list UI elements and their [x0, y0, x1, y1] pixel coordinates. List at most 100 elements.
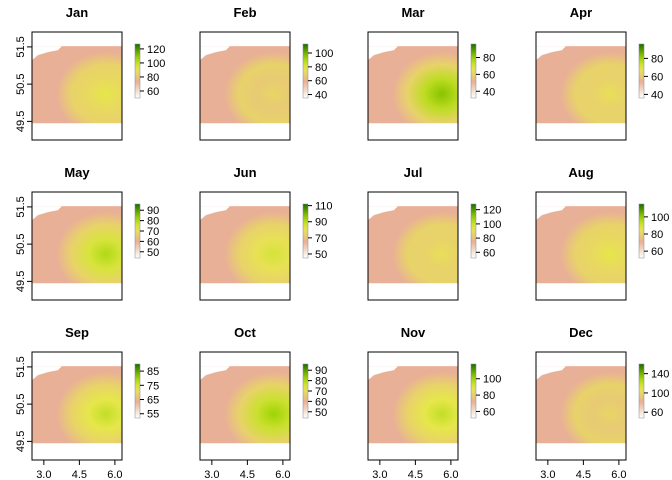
legend-tick-label: 50 [315, 407, 327, 419]
legend-tick-label: 60 [483, 406, 495, 418]
legend-colorbar [302, 203, 309, 259]
y-tick-label: 49.5 [15, 271, 27, 292]
raster-field [200, 206, 290, 284]
panel-title: Jul [404, 165, 423, 180]
panel-feb: Feb 40 60 80 100 [199, 5, 333, 141]
coastline-mask [368, 366, 398, 381]
legend-tick-label: 55 [147, 409, 159, 421]
plot-frame [535, 191, 627, 301]
legend-tick-label: 60 [147, 86, 159, 98]
x-tick-label: 6.0 [611, 469, 626, 480]
legend-tick-label: 50 [147, 247, 159, 259]
legend-tick-label: 40 [483, 86, 495, 98]
coastline-mask [200, 206, 230, 221]
x-tick-label: 6.0 [107, 469, 122, 480]
plot-frame [199, 31, 291, 141]
legend-tick-label: 60 [651, 246, 663, 258]
panel-jan: Jan 49.5 50.5 51.5 60 80 100 120 [15, 5, 165, 141]
raster-field [32, 366, 122, 444]
y-tick-label: 51.5 [15, 356, 27, 377]
legend-tick-label: 110 [315, 201, 333, 213]
coastline-mask [32, 366, 62, 381]
panel-title: Aug [568, 165, 593, 180]
x-tick-label: 6.0 [275, 469, 290, 480]
legend-tick-label: 80 [651, 53, 663, 65]
legend-tick-label: 140 [651, 369, 669, 381]
legend-tick-label: 100 [483, 374, 501, 386]
legend-tick-label: 85 [147, 366, 159, 378]
panel-title: Mar [401, 5, 424, 20]
plot-frame [535, 351, 627, 461]
coastline-mask [32, 206, 62, 221]
legend-tick-label: 80 [651, 229, 663, 241]
legend-colorbar [470, 363, 477, 419]
raster-field [368, 46, 458, 124]
coastline-mask [200, 366, 230, 381]
x-tick-label: 4.5 [576, 469, 591, 480]
legend-tick-label: 100 [483, 219, 501, 231]
legend-colorbar [134, 43, 141, 99]
legend-tick-label: 100 [651, 212, 669, 224]
panel-dec: Dec 3.0 4.5 6.0 60 100 140 [535, 325, 669, 480]
legend-tick-label: 70 [315, 233, 327, 245]
legend-tick-label: 80 [315, 62, 327, 74]
panel-title: May [64, 165, 90, 180]
panel-title: Nov [401, 325, 426, 340]
panel-title: Sep [65, 325, 89, 340]
legend-tick-label: 40 [651, 89, 663, 101]
legend-tick-label: 100 [651, 388, 669, 400]
y-tick-label: 49.5 [15, 431, 27, 452]
legend-tick-label: 70 [147, 226, 159, 238]
coastline-mask [368, 206, 398, 221]
legend-tick-label: 60 [147, 236, 159, 248]
panel-apr: Apr 40 60 80 [535, 5, 663, 141]
legend-tick-label: 80 [483, 233, 495, 245]
legend-tick-label: 65 [147, 395, 159, 407]
raster-field [200, 366, 290, 444]
legend-tick-label: 60 [315, 76, 327, 88]
panel-title: Oct [234, 325, 256, 340]
raster-field [368, 366, 458, 444]
legend-tick-label: 60 [315, 396, 327, 408]
raster-field [32, 46, 122, 124]
y-tick-label: 51.5 [15, 196, 27, 217]
x-tick-label: 4.5 [240, 469, 255, 480]
y-tick-label: 50.5 [15, 233, 27, 254]
plot-frame [367, 31, 459, 141]
legend-tick-label: 120 [483, 205, 501, 217]
legend-tick-label: 80 [315, 376, 327, 388]
plot-frame [31, 191, 123, 301]
panel-nov: Nov 3.0 4.5 6.0 60 80 100 [367, 325, 501, 480]
legend-tick-label: 60 [651, 407, 663, 419]
legend-tick-label: 90 [315, 365, 327, 377]
raster-field [536, 366, 626, 444]
panel-aug: Aug 60 80 100 [535, 165, 669, 301]
legend-tick-label: 120 [147, 44, 165, 56]
legend-colorbar [470, 203, 477, 259]
plot-frame [199, 351, 291, 461]
x-tick-label: 4.5 [408, 469, 423, 480]
legend-tick-label: 100 [315, 48, 333, 60]
x-tick-label: 6.0 [443, 469, 458, 480]
y-tick-label: 49.5 [15, 111, 27, 132]
legend-tick-label: 100 [147, 58, 165, 70]
legend-tick-label: 60 [483, 247, 495, 259]
legend-colorbar [470, 43, 477, 99]
coastline-mask [536, 206, 566, 221]
legend-tick-label: 80 [147, 216, 159, 228]
plot-frame [367, 351, 459, 461]
panel-mar: Mar 40 60 80 [367, 5, 495, 141]
plot-frame [535, 31, 627, 141]
panel-title: Jun [233, 165, 256, 180]
legend-tick-label: 70 [315, 386, 327, 398]
panel-sep: Sep 49.5 50.5 51.5 3.0 4.5 6.0 55 65 75 85 [15, 325, 159, 480]
legend-colorbar [638, 203, 645, 259]
plot-frame [31, 31, 123, 141]
legend-colorbar [302, 43, 309, 99]
coastline-mask [200, 46, 230, 61]
plot-frame [367, 191, 459, 301]
legend-colorbar [638, 43, 645, 99]
legend-tick-label: 80 [483, 53, 495, 65]
